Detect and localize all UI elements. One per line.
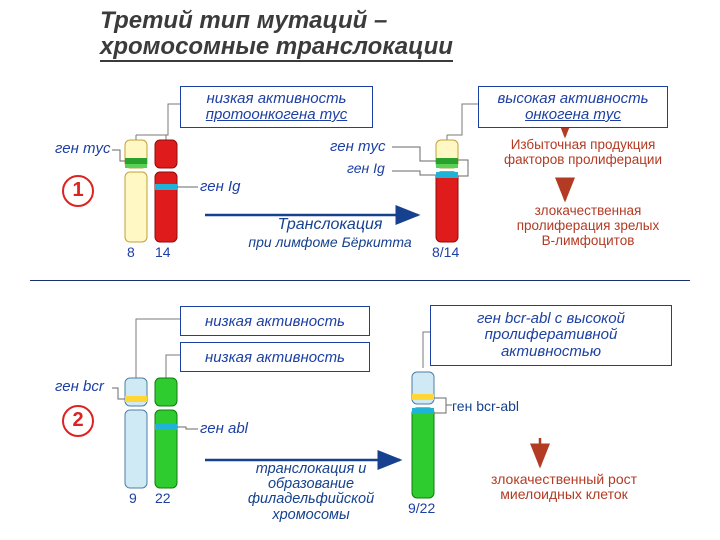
- p2-gene-bcr: ген bcr: [55, 378, 104, 395]
- p2-chr9-label: 9: [129, 490, 137, 506]
- p1-conseq1: Избыточная продукция факторов пролиферац…: [488, 138, 678, 168]
- chr14: [155, 140, 177, 242]
- p1-translocation: Транслокация при лимфоме Бёркитта: [240, 216, 420, 252]
- p1-gene-ig: ген Ig: [200, 178, 241, 195]
- p2-chr22-label: 22: [155, 490, 171, 506]
- chr9: [125, 378, 147, 488]
- p1-trans-word: Транслокация: [278, 216, 383, 233]
- p1-gene-myc-left: ген myc: [55, 140, 111, 157]
- p1-box-left-l2: протоонкогена: [206, 106, 320, 123]
- p2-conseq: злокачественный рост миелоидных клеток: [464, 472, 664, 503]
- stage: { "title_line1": "Третий тип мутаций –",…: [0, 0, 720, 540]
- p1-box-right-l2: онкогена: [525, 106, 593, 123]
- p1-box-left: низкая активность протоонкогена myc: [180, 86, 373, 128]
- panel2-number: 2: [62, 405, 94, 437]
- p2-box-right-text: ген bcr-abl с высокой пролиферативной ак…: [477, 311, 625, 361]
- chr-8-14: [436, 140, 458, 242]
- chr-9-22: [412, 372, 434, 498]
- p2-translocation: транслокация и образование филадельфийск…: [216, 462, 406, 523]
- chr22: [155, 378, 177, 488]
- p1-box-left-gene: myc: [320, 106, 348, 123]
- p1-trans-sub: при лимфоме Бёркитта: [248, 234, 411, 250]
- p2-gene-bcrabl: ген bcr-abl: [452, 398, 519, 414]
- p1-chrfused-label: 8/14: [432, 244, 459, 260]
- p2-box-right: ген bcr-abl с высокой пролиферативной ак…: [430, 305, 672, 366]
- chr8: [125, 140, 147, 242]
- p2-box-mid-text: низкая активность: [205, 349, 345, 366]
- p2-box-mid: низкая активность: [180, 342, 370, 372]
- p1-box-left-l1: низкая активность: [207, 90, 347, 107]
- p1-box-right: высокая активность онкогена myc: [478, 86, 668, 128]
- p1-gene-myc-right: ген myc: [330, 138, 386, 155]
- diagram-svg: [0, 0, 720, 540]
- p1-gene-ig-right: ген Ig: [347, 160, 385, 176]
- panel1-number: 1: [62, 175, 94, 207]
- p1-box-right-gene: myc: [593, 106, 621, 123]
- p1-chr14-label: 14: [155, 244, 171, 260]
- panel-divider: [30, 280, 690, 281]
- p1-chr8-label: 8: [127, 244, 135, 260]
- p1-conseq2: злокачественная пролиферация зрелых B-ли…: [498, 204, 678, 249]
- p2-box-top: низкая активность: [180, 306, 370, 336]
- p2-box-top-text: низкая активность: [205, 313, 345, 330]
- p1-box-right-l1: высокая активность: [497, 90, 648, 107]
- p2-chrfused-label: 9/22: [408, 500, 435, 516]
- p2-gene-abl: ген abl: [200, 420, 248, 437]
